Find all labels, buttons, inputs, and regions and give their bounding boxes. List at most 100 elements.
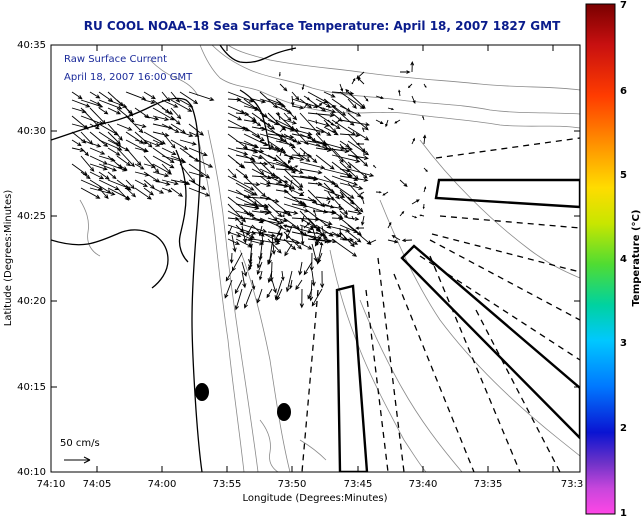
y-tick-label: 40:35 xyxy=(17,40,46,51)
x-tick-label: 73:40 xyxy=(409,479,438,490)
current-vector xyxy=(288,155,293,165)
current-vector xyxy=(267,98,283,106)
current-vector xyxy=(339,105,362,117)
current-vector xyxy=(289,188,293,193)
colorbar-tick-label: 7 xyxy=(620,0,627,11)
current-vector xyxy=(339,196,360,212)
colorbar-tick-label: 3 xyxy=(620,338,627,349)
scale-label: 50 cm/s xyxy=(60,438,100,449)
current-vector xyxy=(289,279,293,290)
current-vector xyxy=(71,91,83,100)
current-vector xyxy=(234,288,243,311)
current-vector xyxy=(347,140,370,156)
current-vector xyxy=(279,83,288,92)
current-vector xyxy=(235,217,244,226)
current-vector xyxy=(256,252,263,269)
current-vector xyxy=(291,91,300,101)
current-vector xyxy=(347,112,369,131)
current-vector xyxy=(243,238,265,246)
current-vector xyxy=(307,189,326,208)
current-vector xyxy=(80,139,102,148)
current-vector xyxy=(241,270,247,289)
current-vector xyxy=(71,123,89,130)
current-vector xyxy=(315,126,332,136)
current-vector xyxy=(323,203,335,209)
current-vector xyxy=(327,200,331,205)
current-vector xyxy=(188,91,215,102)
current-vector xyxy=(281,270,285,282)
current-vector xyxy=(231,252,243,272)
y-tick-label: 40:30 xyxy=(17,126,46,137)
current-vector xyxy=(179,91,199,105)
current-vector xyxy=(400,70,411,74)
current-vector xyxy=(80,155,95,172)
current-vector xyxy=(188,179,207,190)
current-vector xyxy=(134,187,152,200)
current-vector xyxy=(422,134,427,145)
current-vector xyxy=(143,99,156,104)
current-vector xyxy=(419,214,425,217)
current-vector xyxy=(227,168,237,179)
current-vector xyxy=(309,225,317,229)
current-vector xyxy=(423,83,427,88)
current-vector xyxy=(107,107,122,115)
y-tick-label: 40:25 xyxy=(17,211,46,222)
current-vector xyxy=(351,155,360,159)
current-vector xyxy=(375,95,385,100)
current-vector xyxy=(422,115,425,121)
y-axis-title: Latitude (Degrees:Minutes) xyxy=(3,190,14,327)
current-vector xyxy=(423,186,427,193)
colorbar-tick-label: 6 xyxy=(620,86,627,97)
current-vector xyxy=(323,91,336,98)
current-vector xyxy=(274,225,283,242)
current-vector xyxy=(279,126,286,133)
current-vector xyxy=(248,261,253,271)
station-marker-1 xyxy=(195,383,209,401)
current-vector xyxy=(89,107,107,125)
legend-line-1: Raw Surface Current xyxy=(64,54,167,65)
current-vector xyxy=(411,215,418,219)
current-vector xyxy=(275,217,288,223)
current-vector xyxy=(315,143,321,146)
current-vector xyxy=(89,155,109,165)
current-vector xyxy=(71,99,91,108)
current-vector xyxy=(363,95,369,102)
current-vector xyxy=(125,147,142,167)
current-vector xyxy=(116,155,131,167)
current-vector xyxy=(179,179,191,185)
current-vector xyxy=(399,179,408,187)
current-vector xyxy=(331,182,355,199)
current-vector xyxy=(143,187,155,196)
current-vector xyxy=(398,89,401,97)
current-vector xyxy=(303,261,313,276)
current-vector xyxy=(267,175,283,184)
current-vector xyxy=(188,147,208,157)
current-vector xyxy=(411,199,420,205)
current-vector xyxy=(227,225,233,236)
current-vector xyxy=(134,163,145,170)
current-vector xyxy=(307,133,317,143)
current-vector xyxy=(107,155,123,169)
current-vector xyxy=(134,131,153,148)
current-vector xyxy=(258,225,263,237)
current-vector xyxy=(303,222,311,229)
current-vector xyxy=(267,252,273,266)
current-vector xyxy=(339,143,344,150)
current-vector xyxy=(387,221,392,229)
current-vector xyxy=(411,95,416,104)
current-vector xyxy=(143,163,156,169)
current-vector xyxy=(311,243,318,263)
current-vector xyxy=(170,99,193,112)
current-vector xyxy=(307,196,318,205)
current-vector xyxy=(401,238,413,243)
station-marker-2 xyxy=(277,403,291,421)
current-vector xyxy=(315,196,332,201)
current-vector xyxy=(299,98,313,109)
current-vector xyxy=(275,210,288,215)
current-vector xyxy=(283,140,296,149)
current-vector xyxy=(89,147,106,155)
current-vectors xyxy=(71,61,428,311)
current-vector xyxy=(298,261,303,276)
colorbar-tick-label: 2 xyxy=(620,423,627,434)
